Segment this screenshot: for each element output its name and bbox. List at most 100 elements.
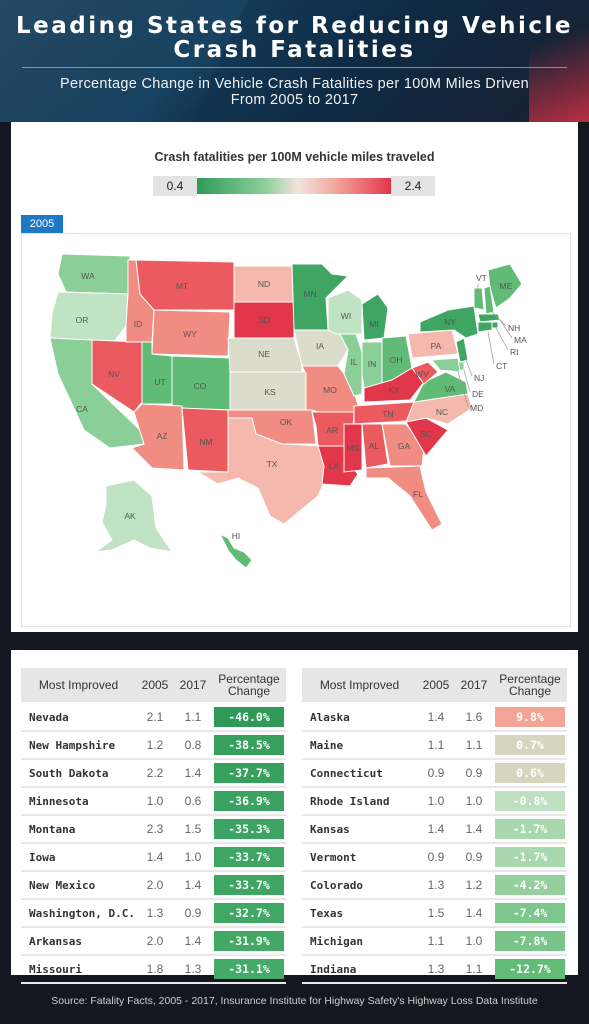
state-label: SC xyxy=(420,429,432,439)
state-ne[interactable] xyxy=(227,337,303,373)
table-row: South Dakota 2.2 1.4 -37.7% xyxy=(21,760,286,788)
value-2017-cell: 1.0 xyxy=(174,844,212,872)
value-2005-cell: 0.9 xyxy=(417,844,455,872)
state-label: VA xyxy=(445,384,456,394)
state-tx[interactable] xyxy=(196,417,329,525)
state-al[interactable] xyxy=(361,423,389,469)
state-md[interactable] xyxy=(431,357,461,373)
percentage-change-cell: -1.7% xyxy=(493,844,567,872)
state-ct[interactable] xyxy=(477,321,493,333)
state-label: SD xyxy=(258,315,270,325)
pct-header-line-1: Percentage xyxy=(218,672,280,686)
state-ri[interactable] xyxy=(491,321,499,329)
state-label: NY xyxy=(444,317,456,327)
value-2017-cell: 1.1 xyxy=(455,956,493,984)
table-row: Maine 1.1 1.1 0.7% xyxy=(302,732,567,760)
state-mi[interactable] xyxy=(361,293,389,341)
value-2017-cell: 0.9 xyxy=(455,844,493,872)
value-2017-cell: 1.2 xyxy=(455,872,493,900)
percentage-change-cell: -31.9% xyxy=(212,928,286,956)
state-label: OH xyxy=(390,355,403,365)
left-table-body: Nevada 2.1 1.1 -46.0% New Hampshire 1.2 0.8 -38… xyxy=(21,704,286,984)
value-2017-cell: 1.6 xyxy=(455,704,493,732)
table-row: Kansas 1.4 1.4 -1.7% xyxy=(302,816,567,844)
percentage-change-cell: -7.4% xyxy=(493,900,567,928)
value-2005-cell: 2.1 xyxy=(136,704,174,732)
column-header-percentage-change: Percentage Change xyxy=(493,668,567,704)
value-2005-cell: 0.9 xyxy=(417,760,455,788)
state-name-cell: Iowa xyxy=(21,844,136,872)
value-2005-cell: 1.4 xyxy=(136,844,174,872)
state-az[interactable] xyxy=(131,403,185,471)
map-panel: Crash fatalities per 100M vehicle miles … xyxy=(11,122,578,632)
percentage-change-badge: -4.2% xyxy=(495,875,565,895)
subtitle-line-1: Percentage Change in Vehicle Crash Fatal… xyxy=(59,76,530,92)
table-row: Arkansas 2.0 1.4 -31.9% xyxy=(21,928,286,956)
state-va[interactable] xyxy=(413,371,469,403)
label-leader-line xyxy=(465,359,473,377)
state-name-cell: Nevada xyxy=(21,704,136,732)
state-nh[interactable] xyxy=(483,285,495,315)
state-name-cell: Rhode Island xyxy=(302,788,417,816)
value-2017-cell: 1.4 xyxy=(174,760,212,788)
label-leader-line xyxy=(457,371,469,407)
state-vt[interactable] xyxy=(473,287,485,311)
column-header-2005: 2005 xyxy=(417,668,455,704)
state-name-cell: Kansas xyxy=(302,816,417,844)
state-label: AR xyxy=(326,425,338,435)
source-footnote: Source: Fatality Facts, 2005 - 2017, Ins… xyxy=(51,995,538,1007)
state-wv[interactable] xyxy=(411,361,439,385)
pct-header-line-2: Change xyxy=(508,684,552,698)
label-leader-line xyxy=(487,331,495,365)
state-label: ME xyxy=(500,281,513,291)
state-ny[interactable] xyxy=(419,305,479,339)
state-label: MT xyxy=(176,281,188,291)
label-leader-line xyxy=(463,369,471,393)
us-map-frame: WA OR CA NV ID MT WY UT CO AZ NM ND SD NE KS OK TX MN IA MO… xyxy=(21,233,571,627)
value-2017-cell: 1.0 xyxy=(455,788,493,816)
state-label: KY xyxy=(388,385,400,395)
state-nj[interactable] xyxy=(455,337,469,363)
table-row: Washington, D.C. 1.3 0.9 -32.7% xyxy=(21,900,286,928)
state-wy[interactable] xyxy=(151,309,231,357)
state-fl[interactable] xyxy=(365,465,443,531)
pct-header-line-1: Percentage xyxy=(499,672,561,686)
state-ma[interactable] xyxy=(477,313,501,323)
state-wi[interactable] xyxy=(327,289,363,335)
state-label: ND xyxy=(258,279,270,289)
value-2005-cell: 1.0 xyxy=(417,788,455,816)
percentage-change-cell: -35.3% xyxy=(212,816,286,844)
state-label: AZ xyxy=(157,431,168,441)
state-mt[interactable] xyxy=(135,259,235,311)
state-name-cell: New Mexico xyxy=(21,872,136,900)
page-title: Leading States for Reducing Vehicle Cras… xyxy=(0,14,589,62)
value-2005-cell: 1.2 xyxy=(136,732,174,760)
percentage-change-badge: 9.8% xyxy=(495,707,565,727)
state-name-cell: Washington, D.C. xyxy=(21,900,136,928)
state-label: VT xyxy=(476,273,487,283)
state-label: NJ xyxy=(474,373,484,383)
year-tab[interactable]: 2005 xyxy=(21,215,63,233)
label-leader-line xyxy=(499,319,513,339)
value-2005-cell: 2.0 xyxy=(136,872,174,900)
state-il[interactable] xyxy=(339,333,363,397)
state-label: MS xyxy=(347,443,360,453)
value-2017-cell: 1.4 xyxy=(174,872,212,900)
state-name-cell: Colorado xyxy=(302,872,417,900)
state-ak[interactable] xyxy=(94,479,174,553)
state-or[interactable] xyxy=(49,291,129,343)
column-header-state: Most Improved xyxy=(21,668,136,704)
value-2005-cell: 1.4 xyxy=(417,816,455,844)
state-label: NM xyxy=(199,437,212,447)
state-label: CO xyxy=(194,381,207,391)
value-2017-cell: 0.9 xyxy=(455,760,493,788)
state-name-cell: Connecticut xyxy=(302,760,417,788)
value-2005-cell: 1.1 xyxy=(417,732,455,760)
state-labels-layer: WA OR CA NV ID MT WY UT CO AZ NM ND SD NE KS OK TX MN IA MO… xyxy=(76,271,527,541)
state-ms[interactable] xyxy=(343,423,363,473)
state-hi[interactable] xyxy=(218,532,253,569)
percentage-change-badge: -38.5% xyxy=(214,735,284,755)
value-2017-cell: 1.5 xyxy=(174,816,212,844)
legend-max-value: 2.4 xyxy=(391,176,435,196)
state-label: UT xyxy=(154,377,165,387)
